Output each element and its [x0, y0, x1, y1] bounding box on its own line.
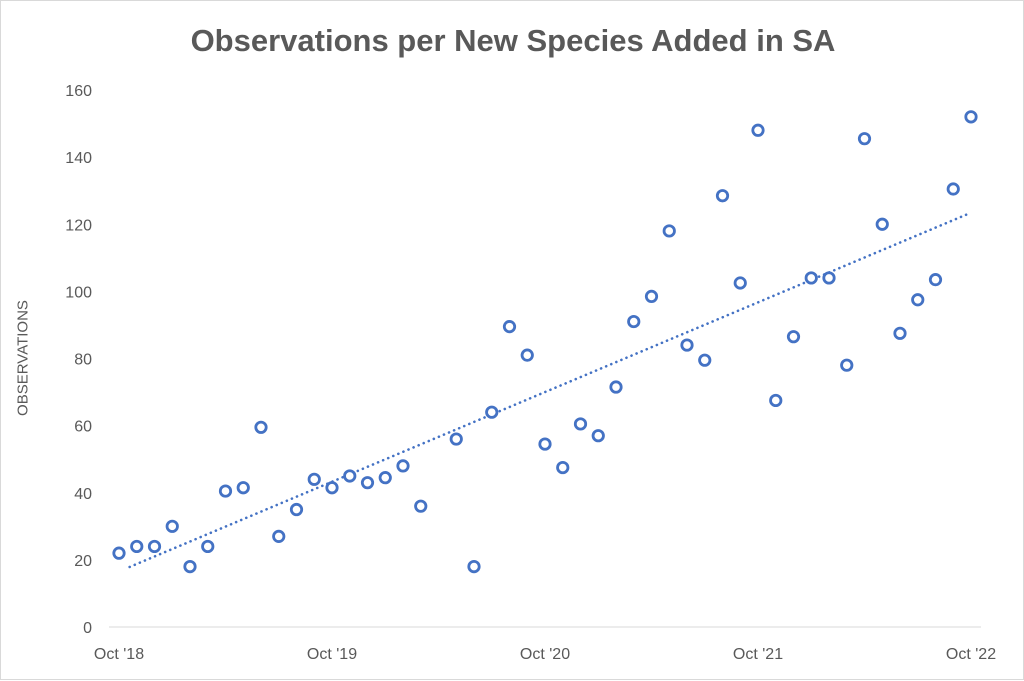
data-point [485, 405, 499, 419]
data-point [183, 559, 197, 574]
data-point [964, 110, 978, 124]
data-point [822, 271, 836, 285]
data-point [289, 502, 304, 517]
data-point [627, 314, 641, 329]
chart-title: Observations per New Species Added in SA [190, 23, 836, 58]
data-point [325, 481, 339, 495]
data-point [378, 471, 392, 485]
data-point [414, 499, 428, 513]
data-point [307, 472, 321, 486]
y-tick-label: 120 [65, 217, 92, 234]
data-point [130, 539, 144, 554]
data-point [715, 189, 730, 203]
data-point [218, 484, 233, 498]
data-point [396, 459, 410, 473]
x-tick-label: Oct '21 [733, 646, 783, 663]
data-point [272, 529, 286, 543]
y-tick-label: 40 [74, 486, 92, 503]
data-point [201, 539, 215, 554]
data-point [698, 353, 712, 367]
x-tick-label: Oct '18 [94, 646, 144, 663]
data-point [911, 293, 925, 307]
data-point [449, 432, 463, 446]
data-point [591, 429, 605, 443]
data-point [857, 132, 872, 146]
y-tick-label: 140 [65, 150, 92, 167]
data-point [875, 217, 889, 231]
data-point [343, 469, 357, 483]
y-tick-label: 60 [74, 419, 92, 436]
data-point [236, 481, 250, 495]
data-point [644, 289, 659, 304]
data-point [467, 559, 481, 574]
data-point [786, 330, 801, 344]
data-point [609, 380, 623, 394]
data-point [147, 539, 162, 554]
data-point [165, 519, 179, 533]
trendline [128, 211, 973, 569]
data-point [502, 320, 517, 334]
data-point [254, 420, 268, 434]
data-point [733, 276, 747, 290]
data-point [680, 338, 694, 352]
x-tick-label: Oct '19 [307, 646, 357, 663]
data-point [112, 546, 126, 560]
y-tick-label: 160 [65, 83, 92, 100]
data-point [360, 476, 375, 490]
data-point [556, 460, 570, 475]
data-point [946, 182, 960, 196]
data-point [804, 271, 818, 285]
data-point [662, 224, 676, 238]
y-tick-label: 80 [74, 352, 92, 369]
data-point [751, 123, 765, 137]
data-point [893, 326, 907, 340]
data-point [520, 348, 534, 362]
y-tick-label: 0 [83, 620, 92, 637]
x-tick-label: Oct '22 [946, 646, 996, 663]
data-point [840, 358, 854, 372]
y-tick-label: 100 [65, 284, 92, 301]
data-point [538, 437, 552, 451]
y-tick-label: 20 [74, 553, 92, 570]
data-point [573, 417, 588, 431]
data-point [928, 273, 943, 287]
x-tick-label: Oct '20 [520, 646, 570, 663]
data-point [769, 393, 783, 408]
